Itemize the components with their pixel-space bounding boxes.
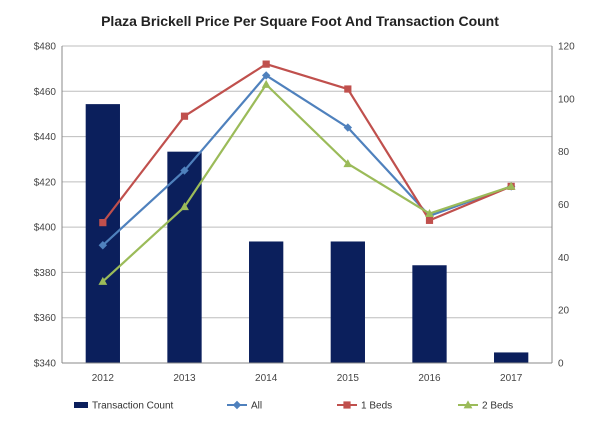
data-point-1-beds — [99, 219, 107, 227]
tick-labels: $340 $360 $380 $400 $420 $440 $460 $480 0 20 40 60 8… — [34, 42, 575, 385]
y-right-tick-label: 40 — [558, 253, 570, 264]
x-tick-label: 2016 — [418, 373, 441, 384]
bar — [412, 265, 447, 363]
bar — [249, 241, 284, 363]
y-right-tick-label: 120 — [558, 42, 575, 53]
lines — [98, 60, 516, 285]
x-tick-label: 2012 — [92, 373, 115, 384]
y-right-tick-label: 60 — [558, 200, 570, 211]
data-point-2-beds — [180, 202, 189, 211]
y-left-tick-label: $440 — [34, 132, 57, 143]
data-point-1-beds — [262, 60, 270, 68]
legend-swatch — [74, 402, 88, 408]
data-point-all — [180, 166, 189, 175]
x-tick-label: 2014 — [255, 373, 278, 384]
legend-label: 2 Beds — [482, 401, 513, 412]
data-point-all — [261, 71, 271, 80]
data-point-2-beds — [98, 276, 108, 285]
data-point-all — [98, 241, 108, 250]
legend-swatch-marker — [463, 400, 473, 409]
gridlines — [62, 45, 552, 364]
y-right-tick-label: 20 — [558, 306, 570, 317]
x-tick-label: 2017 — [500, 373, 523, 384]
data-point-2-beds — [506, 181, 516, 190]
bar — [494, 352, 529, 363]
data-point-1-beds — [344, 85, 352, 93]
data-point-1-beds — [425, 216, 434, 224]
legend-swatch-marker — [343, 401, 351, 409]
y-left-tick-label: $400 — [34, 223, 57, 234]
data-point-2-beds — [425, 208, 434, 217]
data-point-all — [343, 123, 353, 132]
y-right-tick-label: 80 — [558, 147, 570, 158]
data-point-2-beds — [261, 79, 271, 88]
y-left-tick-label: $460 — [34, 87, 57, 98]
series-line-all — [102, 74, 512, 247]
x-tick-label: 2015 — [337, 373, 360, 384]
legend-label: All — [251, 401, 262, 412]
bar — [167, 151, 202, 363]
y-left-tick-label: $480 — [34, 42, 57, 53]
y-left-tick-label: $420 — [34, 177, 57, 188]
series-line-1-beds — [101, 63, 512, 224]
series-line-2-beds — [102, 83, 512, 283]
y-left-tick-label: $340 — [34, 359, 57, 370]
legend-label: 1 Beds — [361, 401, 392, 412]
data-point-1-beds — [180, 112, 189, 120]
legend-swatch-marker — [232, 400, 242, 410]
legend-label: Transaction Count — [92, 401, 174, 412]
bar — [330, 241, 365, 363]
chart-title: Plaza Brickell Price Per Square Foot And… — [101, 13, 499, 29]
axes — [61, 46, 553, 364]
y-left-tick-label: $360 — [34, 313, 57, 324]
bars — [85, 104, 529, 363]
y-right-tick-label: 0 — [558, 359, 564, 370]
data-point-2-beds — [343, 159, 353, 168]
legend: Transaction Count All 1 Beds 2 Beds — [74, 400, 513, 412]
y-right-tick-label: 100 — [558, 94, 575, 105]
x-tick-label: 2013 — [173, 373, 196, 384]
y-left-tick-label: $380 — [34, 268, 57, 279]
